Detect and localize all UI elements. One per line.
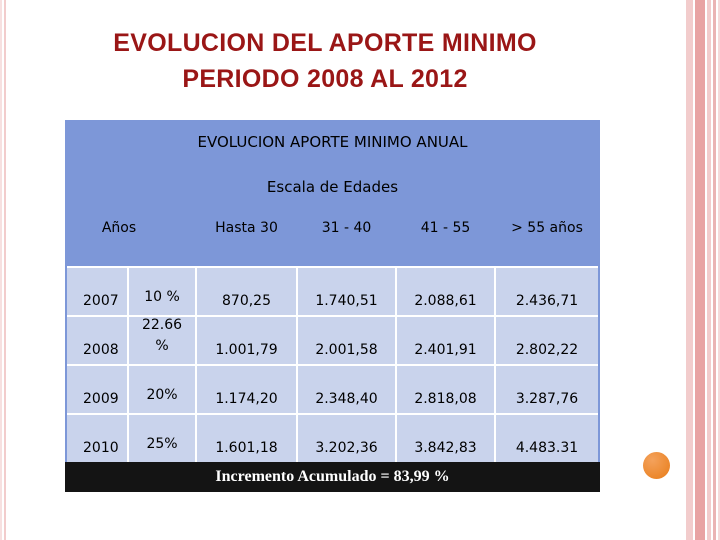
value-cell: 1.601,18 (197, 415, 296, 462)
year-cell: 2010 (67, 415, 127, 462)
right-border-stripe-1 (686, 0, 693, 540)
percent-cell: 20% (129, 366, 195, 413)
value-cell: 2.818,08 (397, 366, 494, 413)
aporte-minimo-table: EVOLUCION APORTE MINIMO ANUAL Escala de … (65, 120, 600, 492)
value-cell: 1.740,51 (298, 268, 395, 315)
slide-title: EVOLUCION DEL APORTE MINIMO PERIODO 2008… (80, 26, 570, 97)
value-cell: 1.001,79 (197, 317, 296, 364)
percent-cell: 10 % (129, 268, 195, 315)
column-header-row: Años Hasta 30 31 - 40 41 - 55 > 55 años (67, 208, 598, 248)
percent-cell: 22.66 % (129, 317, 195, 364)
right-border-stripe-3 (707, 0, 711, 540)
table-body: 2007 10 % 870,25 1.740,51 2.088,61 2.436… (67, 266, 598, 462)
col-header-31-40: 31 - 40 (321, 220, 372, 236)
col-header-hasta30: Hasta 30 (215, 220, 278, 236)
value-cell: 3.842,83 (397, 415, 494, 462)
year-cell: 2008 (67, 317, 127, 364)
value-cell: 2.802,22 (496, 317, 598, 364)
value-cell: 2.401,91 (397, 317, 494, 364)
value-cell: 2.436,71 (496, 268, 598, 315)
table-subtitle: Escala de Edades (266, 178, 399, 196)
left-border-stripe-inner (4, 0, 6, 540)
value-cell: 1.174,20 (197, 366, 296, 413)
left-border-stripe-outer (0, 0, 2, 540)
accumulated-increment-bar: Incremento Acumulado = 83,99 % (65, 462, 600, 492)
col-header-mas-55: > 55 años (511, 220, 583, 236)
value-cell: 3.202,36 (298, 415, 395, 462)
value-cell: 2.088,61 (397, 268, 494, 315)
slide-title-line-2: PERIODO 2008 AL 2012 (182, 64, 468, 93)
value-cell: 2.348,40 (298, 366, 395, 413)
col-header-anios: Años (101, 220, 137, 236)
year-cell: 2007 (67, 268, 127, 315)
table-title: EVOLUCION APORTE MINIMO ANUAL (197, 133, 468, 151)
right-border-stripe-4 (713, 0, 716, 540)
value-cell: 4.483.31 (496, 415, 598, 462)
orange-circle-decoration (643, 452, 670, 479)
right-border-stripe-2 (695, 0, 705, 540)
right-border-stripe-5 (718, 0, 720, 540)
year-cell: 2009 (67, 366, 127, 413)
value-cell: 870,25 (197, 268, 296, 315)
value-cell: 3.287,76 (496, 366, 598, 413)
percent-cell: 25% (129, 415, 195, 462)
col-header-41-55: 41 - 55 (420, 220, 471, 236)
slide-title-line-1: EVOLUCION DEL APORTE MINIMO (113, 29, 537, 57)
value-cell: 2.001,58 (298, 317, 395, 364)
